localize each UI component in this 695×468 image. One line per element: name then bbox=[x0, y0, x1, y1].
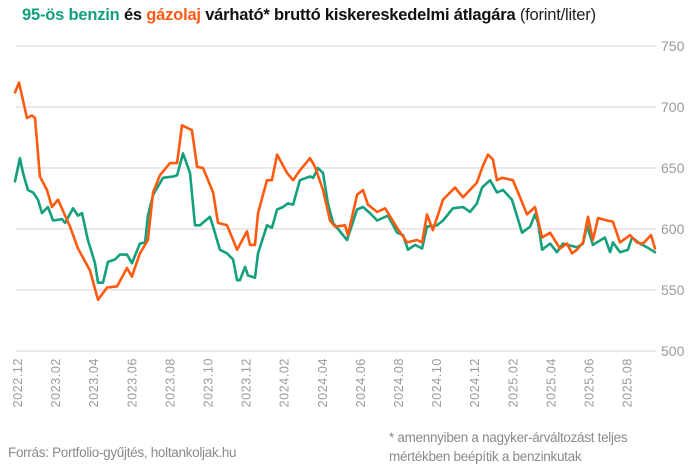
y-tick-label: 700 bbox=[661, 99, 685, 115]
series-lines bbox=[13, 81, 657, 302]
title-es: és bbox=[123, 6, 142, 24]
y-tick-label: 750 bbox=[661, 38, 685, 54]
title-unit: (forint/liter) bbox=[519, 6, 596, 24]
x-axis-labels: 2022.12 2023.02 2023.04 2023.06 2023.08 2023.… bbox=[11, 358, 635, 407]
gridlines bbox=[16, 45, 656, 352]
x-tick-label: 2023.12 bbox=[240, 358, 254, 407]
x-tick-label: 2024.10 bbox=[430, 358, 444, 407]
title-gazolaj: gázolaj bbox=[146, 6, 201, 24]
x-tick-label: 2025.04 bbox=[544, 358, 558, 407]
x-tick-label: 2023.04 bbox=[87, 358, 101, 407]
source-text: Forrás: Portfolio-gyűjtés, holtankoljak.… bbox=[8, 445, 237, 460]
x-tick-label: 2023.08 bbox=[163, 358, 177, 407]
chart-title: 95-ös benzin és gázolaj várható* bruttó … bbox=[22, 6, 596, 25]
y-tick-label: 650 bbox=[661, 160, 685, 176]
y-tick-label: 500 bbox=[661, 343, 685, 359]
x-tick-label: 2024.08 bbox=[392, 358, 406, 407]
footnote-line-2: mértékben beépítik a benzinkutak bbox=[389, 449, 582, 464]
x-tick-label: 2023.02 bbox=[49, 358, 63, 407]
y-tick-label: 550 bbox=[661, 282, 685, 298]
title-rest: várható* bruttó kiskereskedelmi átlagára bbox=[205, 6, 516, 24]
x-tick-label: 2023.10 bbox=[202, 358, 216, 407]
y-axis-labels: 500 550 600 650 700 750 bbox=[661, 38, 685, 359]
title-benzin: 95-ös benzin bbox=[22, 6, 120, 24]
x-tick-label: 2025.06 bbox=[583, 358, 597, 407]
footnote-line-1: * amennyiben a nagyker-árváltozást telje… bbox=[389, 430, 628, 445]
x-tick-label: 2024.06 bbox=[354, 358, 368, 407]
x-tick-label: 2023.06 bbox=[125, 358, 139, 407]
x-tick-label: 2025.02 bbox=[506, 358, 520, 407]
x-tick-label: 2025.08 bbox=[621, 358, 635, 407]
series-line-gazolaj bbox=[13, 81, 657, 302]
x-tick-label: 2024.04 bbox=[316, 358, 330, 407]
x-tick-label: 2024.02 bbox=[278, 358, 292, 407]
y-tick-label: 600 bbox=[661, 221, 685, 237]
x-tick-label: 2024.12 bbox=[468, 358, 482, 407]
series-line-benzin bbox=[13, 152, 657, 285]
x-tick-label: 2022.12 bbox=[11, 358, 25, 407]
footnote: * amennyiben a nagyker-árváltozást telje… bbox=[389, 428, 689, 466]
